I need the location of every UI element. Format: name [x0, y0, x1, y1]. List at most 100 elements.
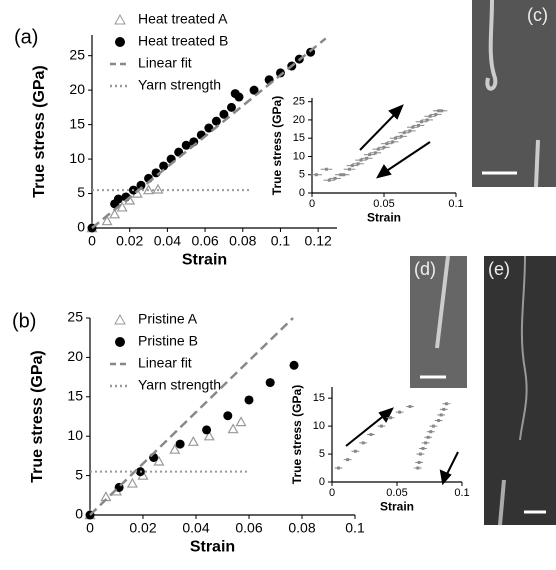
image-panel-d: (d)	[410, 255, 467, 388]
legend-label: Yarn strength	[138, 377, 221, 393]
arrow	[359, 111, 398, 151]
x-tick-label: 0.06	[235, 520, 262, 536]
point	[389, 416, 392, 420]
point	[421, 446, 425, 450]
point	[444, 402, 448, 406]
point	[265, 378, 275, 388]
image-panel-c: (c)	[472, 0, 556, 188]
arrow-head	[439, 469, 452, 486]
x-axis-title: Strain	[182, 251, 227, 268]
image-panel-e: (e)	[484, 255, 556, 526]
point	[333, 176, 337, 180]
y-tick-label: 25	[69, 46, 85, 62]
y-tick-label: 5	[77, 184, 85, 200]
point	[356, 162, 360, 166]
y-tick-label: 5	[299, 169, 305, 181]
point	[440, 109, 444, 113]
fiber	[485, 0, 498, 91]
point	[373, 151, 377, 155]
chart: 0 5 10 15 0 0.05 0.1 Strain True stress (GPa)	[290, 385, 469, 514]
x-tick-label: 0.1	[271, 233, 291, 249]
point	[244, 395, 254, 405]
panel-label: (b)	[12, 310, 36, 332]
point	[226, 102, 236, 112]
chart: 0 5 10 15 20 25 0 0.05 0.1 Strain True stress (GPa…	[270, 96, 463, 225]
panel-label: (d)	[414, 259, 436, 279]
x-tick-label: 0.08	[288, 520, 315, 536]
y-tick-label: 20	[69, 81, 85, 97]
point	[442, 407, 446, 411]
y-tick-label: 15	[293, 132, 305, 144]
y-axis-title: True stress (GPa)	[270, 96, 284, 195]
point	[359, 158, 363, 162]
point	[394, 136, 398, 140]
point	[109, 208, 121, 219]
point	[219, 109, 229, 119]
arrow-head	[388, 104, 404, 120]
x-axis-title: Strain	[367, 210, 401, 224]
point	[339, 173, 343, 177]
arrow	[445, 451, 459, 477]
point	[379, 424, 383, 428]
point	[175, 439, 185, 449]
x-tick-label: 0.04	[154, 233, 181, 249]
point	[418, 452, 422, 456]
point	[202, 425, 212, 435]
legend-swatch	[114, 13, 126, 25]
y-tick-label: 20	[67, 348, 83, 364]
y-tick-label: 5	[319, 448, 325, 460]
x-tick-label: 0	[88, 233, 96, 249]
panel-label: (c)	[527, 5, 548, 25]
legend-label: Yarn strength	[138, 77, 221, 93]
y-tick-label: 10	[67, 427, 83, 443]
point	[211, 116, 221, 126]
point	[391, 140, 395, 144]
point	[337, 466, 340, 470]
fiber	[435, 255, 450, 349]
y-tick-label: 5	[75, 466, 83, 482]
legend-label: Pristine A	[138, 311, 198, 327]
x-tick-label: 0.08	[229, 233, 256, 249]
point	[399, 134, 403, 138]
y-tick-label: 25	[293, 96, 305, 108]
y-tick-label: 0	[299, 187, 305, 199]
y-tick-label: 0	[75, 506, 83, 522]
y-tick-label: 15	[313, 392, 325, 404]
point	[408, 405, 412, 409]
point	[376, 147, 380, 151]
x-tick-label: 0.12	[305, 233, 332, 249]
point	[327, 178, 331, 182]
y-tick-label: 0	[319, 476, 325, 488]
point	[153, 455, 165, 466]
x-tick-label: 0.06	[191, 233, 218, 249]
point	[419, 120, 423, 124]
point	[365, 156, 369, 160]
point	[136, 180, 146, 190]
x-tick-label: 0	[309, 198, 315, 210]
legend-label: Linear fit	[138, 355, 192, 371]
y-tick-label: 20	[293, 114, 305, 126]
point	[426, 435, 430, 439]
point	[227, 423, 239, 434]
fiber	[519, 255, 528, 441]
point	[369, 433, 373, 436]
legend-swatch	[115, 337, 125, 347]
point	[234, 92, 244, 102]
point	[324, 167, 328, 171]
y-axis-title: True stress (GPa)	[290, 385, 304, 484]
point	[350, 164, 354, 168]
y-tick-label: 0	[77, 219, 85, 235]
point	[425, 118, 429, 122]
point	[159, 161, 169, 171]
point	[398, 410, 402, 414]
point	[235, 416, 247, 427]
fit-line	[89, 317, 294, 516]
y-tick-label: 25	[67, 309, 83, 325]
point	[181, 140, 191, 150]
point	[417, 123, 421, 127]
point	[275, 68, 285, 78]
point	[187, 435, 199, 446]
fiber	[534, 139, 540, 188]
legend-swatch	[114, 313, 126, 325]
y-tick-label: 15	[69, 115, 85, 131]
